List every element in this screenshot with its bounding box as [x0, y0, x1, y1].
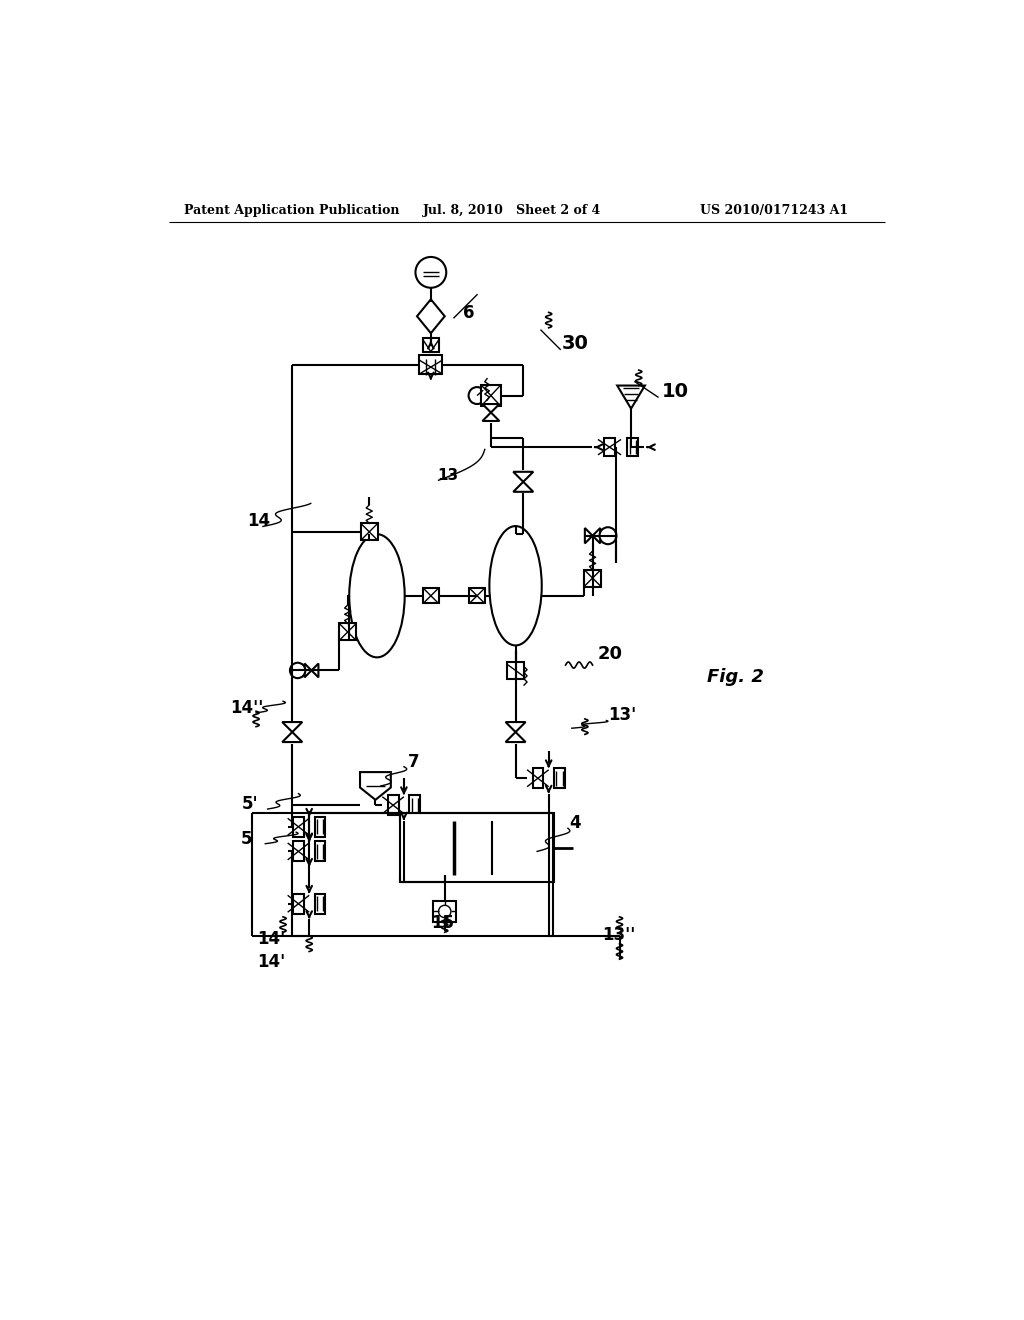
Text: 10: 10 — [662, 381, 689, 401]
Text: Fig. 2: Fig. 2 — [707, 668, 764, 686]
Circle shape — [416, 257, 446, 288]
Text: 30: 30 — [562, 334, 589, 354]
Text: 5': 5' — [243, 795, 259, 813]
Text: 14: 14 — [248, 512, 270, 531]
Text: 4: 4 — [569, 814, 581, 833]
Bar — [532, 768, 544, 788]
Bar — [314, 894, 326, 913]
Bar — [507, 663, 524, 678]
Bar — [360, 524, 378, 540]
Bar — [339, 623, 356, 640]
Bar — [388, 795, 398, 816]
Text: 7: 7 — [408, 752, 420, 771]
Bar — [423, 589, 438, 603]
Text: US 2010/0171243 A1: US 2010/0171243 A1 — [700, 205, 849, 218]
Text: Jul. 8, 2010   Sheet 2 of 4: Jul. 8, 2010 Sheet 2 of 4 — [423, 205, 601, 218]
Text: 20: 20 — [598, 645, 623, 663]
Bar — [433, 900, 457, 923]
Bar — [604, 438, 615, 457]
Circle shape — [469, 387, 485, 404]
Bar — [423, 338, 438, 351]
Bar — [293, 894, 304, 913]
Text: 14': 14' — [258, 929, 286, 948]
Ellipse shape — [489, 527, 542, 645]
Polygon shape — [311, 664, 318, 677]
Polygon shape — [304, 664, 311, 677]
Text: 14': 14' — [258, 953, 286, 972]
Text: 13': 13' — [608, 706, 636, 725]
Polygon shape — [617, 385, 645, 409]
Bar — [314, 841, 326, 862]
Polygon shape — [585, 528, 593, 544]
Bar — [400, 813, 554, 882]
Polygon shape — [360, 772, 391, 800]
Polygon shape — [506, 722, 525, 733]
Polygon shape — [482, 404, 500, 412]
Bar — [293, 817, 304, 837]
Polygon shape — [513, 471, 534, 482]
Bar — [554, 768, 565, 788]
Text: 13'': 13'' — [602, 925, 635, 944]
Text: 6: 6 — [463, 304, 475, 322]
Text: 5: 5 — [241, 830, 252, 847]
Bar — [627, 438, 638, 457]
Bar — [314, 817, 326, 837]
Polygon shape — [506, 733, 525, 742]
Bar — [419, 355, 442, 375]
Text: 15: 15 — [431, 915, 454, 932]
Circle shape — [290, 663, 305, 678]
Text: 13: 13 — [437, 469, 458, 483]
Polygon shape — [593, 528, 600, 544]
Bar — [469, 589, 484, 603]
Text: 14'': 14'' — [230, 698, 264, 717]
Polygon shape — [417, 300, 444, 333]
Polygon shape — [283, 733, 302, 742]
Polygon shape — [513, 482, 534, 492]
Polygon shape — [283, 722, 302, 733]
Circle shape — [599, 527, 616, 544]
Circle shape — [438, 906, 451, 917]
Bar — [293, 841, 304, 862]
Ellipse shape — [349, 535, 404, 657]
Bar — [584, 570, 601, 586]
Polygon shape — [482, 412, 500, 421]
Bar — [481, 385, 501, 407]
Text: Patent Application Publication: Patent Application Publication — [184, 205, 400, 218]
Bar — [410, 795, 420, 816]
